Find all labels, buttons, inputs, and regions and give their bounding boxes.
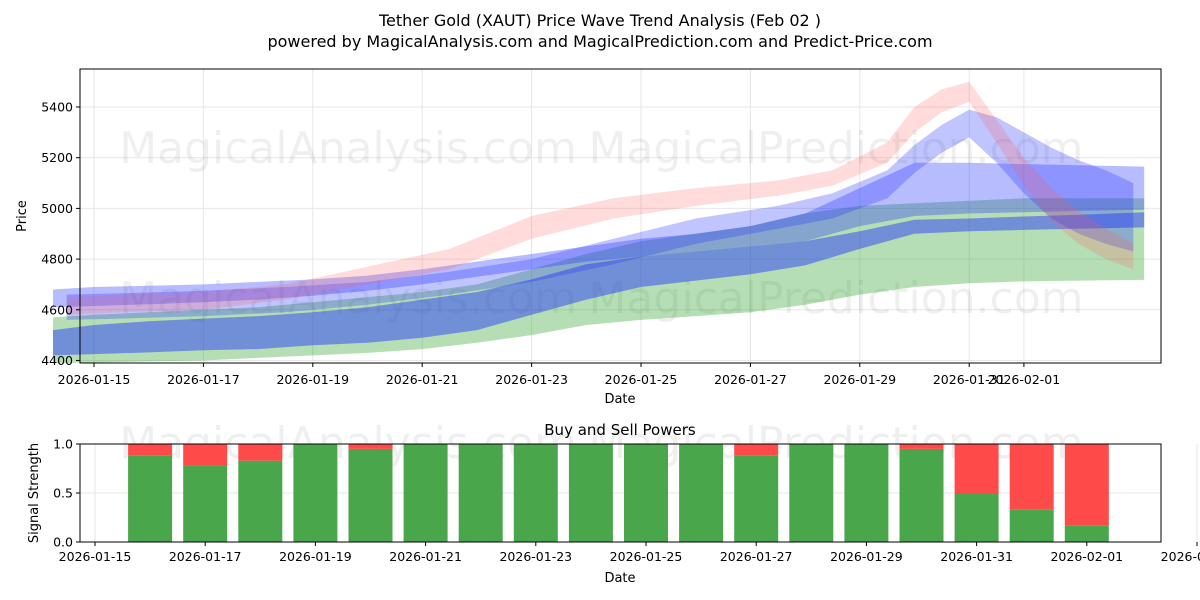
watermark-mid-2: MagicalPrediction.com — [589, 273, 1084, 324]
buy-bar — [679, 444, 724, 542]
chart-title: Tether Gold (XAUT) Price Wave Trend Anal… — [378, 11, 821, 30]
buy-bar — [624, 444, 668, 542]
sell-bar — [183, 444, 228, 466]
buy-bar — [238, 460, 283, 542]
signal-chart: Buy and Sell Powers MagicalAnalysis.com … — [27, 418, 1200, 586]
signal-x-tick-label: 2026-01-25 — [610, 549, 683, 564]
signal-x-tick-label: 2026-01-27 — [720, 549, 793, 564]
price-y-ticks: 4400 4600 4800 5000 5200 5400 — [41, 100, 80, 368]
buy-bar — [1009, 509, 1054, 542]
buy-bar — [1064, 525, 1109, 542]
price-y-label: Price — [15, 200, 30, 232]
signal-x-tick-label: 2026-02-01 — [1050, 549, 1123, 564]
price-x-tick-label: 2026-01-25 — [605, 372, 678, 387]
price-x-tick-label: 2026-01-27 — [714, 372, 787, 387]
signal-title: Buy and Sell Powers — [544, 421, 696, 439]
buy-bar — [568, 444, 613, 542]
price-x-label: Date — [604, 392, 635, 407]
signal-x-tick-label: 2026-01-21 — [389, 549, 462, 564]
price-y-tick-label: 4400 — [41, 353, 73, 368]
signal-x-tick-label: 2026-01-17 — [169, 549, 242, 564]
sell-bar — [1009, 444, 1054, 510]
buy-bar — [348, 448, 393, 542]
price-y-tick-label: 4600 — [41, 302, 73, 317]
price-x-ticks: 2026-01-15 2026-01-17 2026-01-19 2026-01-21… — [58, 363, 1061, 387]
price-y-tick-label: 5400 — [41, 100, 73, 115]
sell-bar — [734, 444, 779, 456]
signal-x-tick-label: 2026-01-15 — [59, 549, 132, 564]
buy-bar — [844, 444, 889, 542]
buy-bar — [899, 448, 944, 542]
price-x-tick-label: 2026-01-31 — [933, 372, 1006, 387]
sell-bar — [954, 444, 999, 493]
price-grid — [80, 69, 1161, 363]
band-blue-upper — [53, 162, 1145, 308]
price-y-tick-label: 5200 — [41, 150, 73, 165]
price-x-tick-label: 2026-01-29 — [823, 372, 896, 387]
watermark-top-1: MagicalAnalysis.com — [119, 123, 577, 174]
price-y-tick-label: 5000 — [41, 201, 73, 216]
watermark-mid-1: MagicalAnalysis.com — [119, 273, 577, 324]
price-x-tick-label: 2026-02-01 — [988, 372, 1061, 387]
signal-x-tick-label: 2026-01-19 — [279, 549, 352, 564]
signal-y-label: Signal Strength — [27, 443, 42, 543]
band-purple-wave — [66, 109, 1134, 320]
signal-y-ticks: 0.0 0.5 1.0 — [53, 437, 80, 550]
signal-x-ticks: 2026-01-15 2026-01-17 2026-01-19 2026-01-21… — [59, 542, 1200, 564]
buy-bar — [293, 444, 338, 542]
sell-bar — [899, 444, 944, 449]
price-chart: MagicalAnalysis.com MagicalPrediction.co… — [15, 68, 1162, 407]
watermark-top-2: MagicalPrediction.com — [589, 123, 1084, 174]
sell-bar — [1064, 444, 1109, 526]
price-x-tick-label: 2026-01-21 — [386, 372, 459, 387]
buy-bar — [183, 465, 228, 542]
signal-y-tick-label: 0.5 — [53, 486, 73, 501]
sell-bar — [348, 444, 393, 449]
buy-bar — [128, 455, 173, 542]
chart-subtitle: powered by MagicalAnalysis.com and Magic… — [267, 32, 932, 51]
price-bands — [53, 81, 1145, 363]
price-x-tick-label: 2026-01-23 — [495, 372, 568, 387]
buy-bar — [954, 493, 999, 542]
signal-x-tick-label: 2026-02-03 — [1161, 549, 1200, 564]
price-plot-frame — [79, 68, 1162, 364]
buy-bar — [789, 444, 834, 542]
signal-x-tick-label: 2026-01-23 — [499, 549, 572, 564]
price-y-tick-label: 4800 — [41, 252, 73, 267]
signal-x-tick-label: 2026-01-29 — [830, 549, 903, 564]
buy-bar — [403, 444, 448, 542]
buy-bar — [458, 444, 503, 542]
buy-bar — [734, 455, 779, 542]
signal-x-tick-label: 2026-01-31 — [940, 549, 1013, 564]
price-x-tick-label: 2026-01-17 — [167, 372, 240, 387]
price-x-tick-label: 2026-01-15 — [58, 372, 131, 387]
signal-bars — [128, 444, 1109, 542]
band-green-outer — [53, 198, 1145, 363]
signal-y-tick-label: 0.0 — [53, 535, 73, 550]
sell-bar — [238, 444, 283, 461]
signal-x-label: Date — [604, 571, 635, 586]
sell-bar — [128, 444, 173, 456]
band-teal-core — [53, 212, 1145, 356]
buy-bar — [513, 444, 558, 542]
price-plot-area — [80, 69, 1161, 363]
signal-y-tick-label: 1.0 — [53, 437, 73, 452]
price-x-tick-label: 2026-01-19 — [276, 372, 349, 387]
